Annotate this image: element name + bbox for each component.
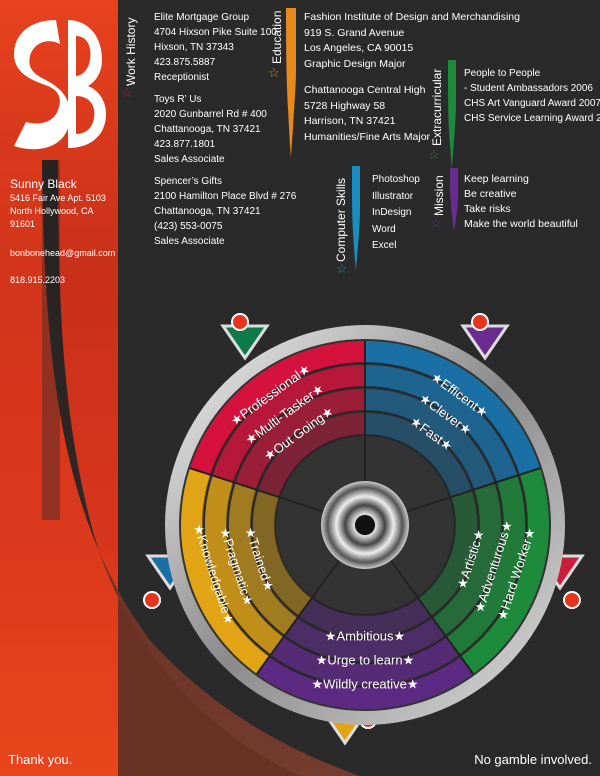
mission-item: Take risks bbox=[464, 203, 511, 215]
phone-number: 818.915.2203 bbox=[10, 275, 66, 285]
job-city: Chattanooga, TN 37421 bbox=[154, 124, 261, 135]
education-heading: Education bbox=[270, 10, 284, 64]
footer-thank-you: Thank you. bbox=[8, 752, 73, 767]
paint-drip-orange bbox=[286, 8, 296, 158]
mission-item: Keep learning bbox=[464, 173, 529, 185]
skill-item: Photoshop bbox=[372, 174, 420, 185]
wheel-segment bbox=[417, 490, 477, 616]
wheel-label: ★Ambitious★ bbox=[325, 628, 405, 643]
wheel-segment bbox=[190, 341, 365, 475]
wheel-segment bbox=[299, 597, 431, 637]
wheel-segment bbox=[270, 636, 460, 685]
ornament-dot bbox=[471, 313, 489, 331]
star-icon: ☆ bbox=[121, 85, 133, 100]
work-history-heading: Work History bbox=[124, 17, 138, 86]
ornament-dot bbox=[563, 591, 581, 609]
work-history-list: Elite Mortgage Group 4704 Hixson Pike Su… bbox=[154, 10, 296, 249]
mission-heading: Mission bbox=[432, 175, 446, 216]
extracurricular-item: CHS Art Vanguard Award 2007 bbox=[464, 98, 600, 109]
contact-block: Sunny Black 5416 Fair Ave Apt. 5103 Nort… bbox=[10, 176, 120, 287]
skill-item: Word bbox=[372, 223, 396, 235]
wheel-segment bbox=[229, 482, 298, 636]
job-entry: Toys R’ Us 2020 Gunbarrel Rd # 400 Chatt… bbox=[154, 92, 296, 167]
extracurricular-item: - Student Ambassadors 2006 bbox=[464, 83, 593, 94]
skill-item: InDesign bbox=[372, 207, 412, 218]
mission-item: Make the world beautiful bbox=[464, 218, 578, 230]
extracurricular-item: People to People bbox=[464, 68, 541, 79]
computer-skills-heading: Computer Skills bbox=[334, 177, 348, 262]
person-name: Sunny Black bbox=[10, 177, 77, 191]
ornament-triangle bbox=[460, 324, 510, 361]
wheel-segment bbox=[460, 468, 549, 674]
job-employer: Elite Mortgage Group bbox=[154, 12, 250, 23]
monogram-logo: SB bbox=[8, 14, 108, 154]
skill-item: Excel bbox=[372, 240, 397, 251]
school-address: 919 S. Grand Avenue bbox=[304, 26, 405, 39]
paint-drip-purple bbox=[450, 168, 458, 232]
job-phone: 423.875.5887 bbox=[154, 57, 216, 68]
wheel-segment bbox=[181, 468, 270, 674]
email-link[interactable]: bonbonehead@gmail.com bbox=[10, 248, 116, 258]
extracurricular-list: People to People - Student Ambassadors 2… bbox=[464, 66, 600, 126]
extracurricular-heading: Extracurricular bbox=[430, 68, 444, 146]
job-city: Chattanooga, TN 37421 bbox=[154, 206, 261, 217]
wheel-segment bbox=[252, 490, 313, 616]
school-major: Humanities/Fine Arts Major bbox=[304, 130, 431, 143]
ornament-dot bbox=[231, 313, 249, 331]
school-entry: Chattanooga Central High 5728 Highway 58… bbox=[304, 83, 520, 145]
job-entry: Spencer’s Gifts 2100 Hamilton Place Blvd… bbox=[154, 174, 296, 249]
job-address: 2020 Gunbarrel Rd # 400 bbox=[154, 109, 267, 120]
wheel-segment bbox=[212, 365, 365, 483]
job-entry: Elite Mortgage Group 4704 Hixson Pike Su… bbox=[154, 10, 296, 85]
job-address: 2100 Hamilton Place Blvd # 276 bbox=[154, 191, 297, 202]
star-icon: ☆ bbox=[268, 65, 280, 80]
job-employer: Toys R’ Us bbox=[154, 94, 202, 105]
wheel-label: ★Urge to learn★ bbox=[316, 652, 414, 667]
star-icon: ☆ bbox=[336, 261, 348, 276]
skill-item: Illustrator bbox=[372, 190, 414, 202]
star-icon: ☆ bbox=[428, 147, 440, 162]
paint-drip-blue bbox=[352, 166, 360, 272]
job-employer: Spencer’s Gifts bbox=[154, 176, 222, 187]
job-phone: (423) 553-0075 bbox=[154, 221, 223, 232]
school-entry: Fashion Institute of Design and Merchand… bbox=[304, 10, 520, 72]
wheel-segment bbox=[432, 482, 501, 636]
wheel-segment bbox=[365, 413, 472, 498]
job-phone: 423.877.1801 bbox=[154, 139, 216, 150]
job-title: Sales Associate bbox=[154, 236, 225, 247]
mission-item: Be creative bbox=[464, 188, 517, 200]
school-city: Harrison, TN 37421 bbox=[304, 115, 396, 127]
job-address: 4704 Hixson Pike Suite 100 bbox=[154, 27, 277, 38]
job-title: Receptionist bbox=[154, 72, 210, 83]
wheel-segment bbox=[256, 656, 474, 709]
wheel-label: ★Wildly creative★ bbox=[311, 676, 418, 691]
ornament-triangle bbox=[220, 324, 270, 361]
wheel-segment bbox=[365, 365, 518, 483]
school-name: Fashion Institute of Design and Merchand… bbox=[304, 11, 520, 23]
footer-tagline: No gamble involved. bbox=[474, 752, 592, 767]
address-line-1: 5416 Fair Ave Apt. 5103 bbox=[10, 193, 106, 203]
wheel-segment bbox=[205, 475, 284, 655]
wheel-segment bbox=[446, 475, 525, 655]
school-major: Graphic Design Major bbox=[304, 57, 406, 70]
ornament-dot bbox=[143, 591, 161, 609]
job-city: Hixson, TN 37343 bbox=[154, 42, 234, 53]
school-city: Los Angeles, CA 90015 bbox=[304, 42, 414, 54]
extracurricular-item: CHS Service Learning Award 2007 bbox=[464, 113, 600, 124]
mission-list: Keep learning Be creative Take risks Mak… bbox=[464, 172, 578, 232]
wheel-segment bbox=[258, 413, 365, 498]
education-list: Fashion Institute of Design and Merchand… bbox=[304, 10, 520, 145]
computer-skills-list: Photoshop Illustrator InDesign Word Exce… bbox=[372, 172, 420, 255]
star-icon: ☆ bbox=[430, 215, 442, 230]
school-address: 5728 Highway 58 bbox=[304, 99, 386, 112]
school-name: Chattanooga Central High bbox=[304, 84, 426, 96]
paint-drip-green bbox=[448, 60, 456, 170]
address-line-2: North Hollywood, CA 91601 bbox=[10, 206, 94, 229]
job-title: Sales Associate bbox=[154, 154, 225, 165]
personality-wheel: ★Professional★★Multi-Tasker★★Out Going★★… bbox=[143, 313, 585, 746]
wheel-segment bbox=[365, 341, 540, 475]
